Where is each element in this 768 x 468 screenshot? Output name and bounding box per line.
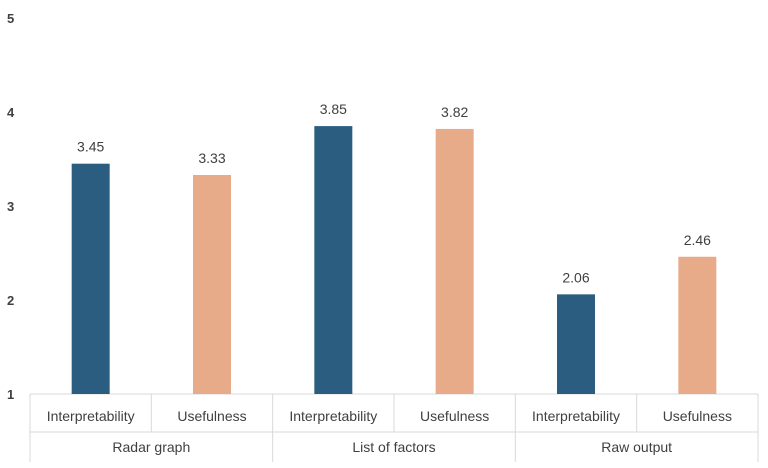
y-tick-label: 4 <box>7 105 15 120</box>
data-label: 3.82 <box>441 104 468 120</box>
data-label: 3.33 <box>198 150 225 166</box>
category-label: Usefulness <box>420 408 489 424</box>
y-tick-label: 5 <box>7 11 14 26</box>
data-label: 2.46 <box>684 232 711 248</box>
y-tick-label: 2 <box>7 293 14 308</box>
group-label: Radar graph <box>112 439 190 455</box>
category-label: Interpretability <box>47 408 135 424</box>
bar-0-1 <box>193 174 231 394</box>
category-label: Usefulness <box>177 408 246 424</box>
bar-1-0 <box>314 126 353 394</box>
category-label: Interpretability <box>289 408 377 424</box>
group-label: Raw output <box>601 439 672 455</box>
bar-2-1 <box>678 256 717 394</box>
bar-0-0 <box>71 163 110 394</box>
bar-1-1 <box>435 128 474 395</box>
category-label: Interpretability <box>532 408 620 424</box>
group-label: List of factors <box>352 439 435 455</box>
data-label: 3.45 <box>77 139 104 155</box>
y-tick-label: 3 <box>7 199 14 214</box>
y-tick-label: 1 <box>7 387 14 402</box>
category-label: Usefulness <box>663 408 732 424</box>
bar-2-0 <box>557 294 595 394</box>
data-label: 3.85 <box>320 101 347 117</box>
data-label: 2.06 <box>562 269 589 285</box>
